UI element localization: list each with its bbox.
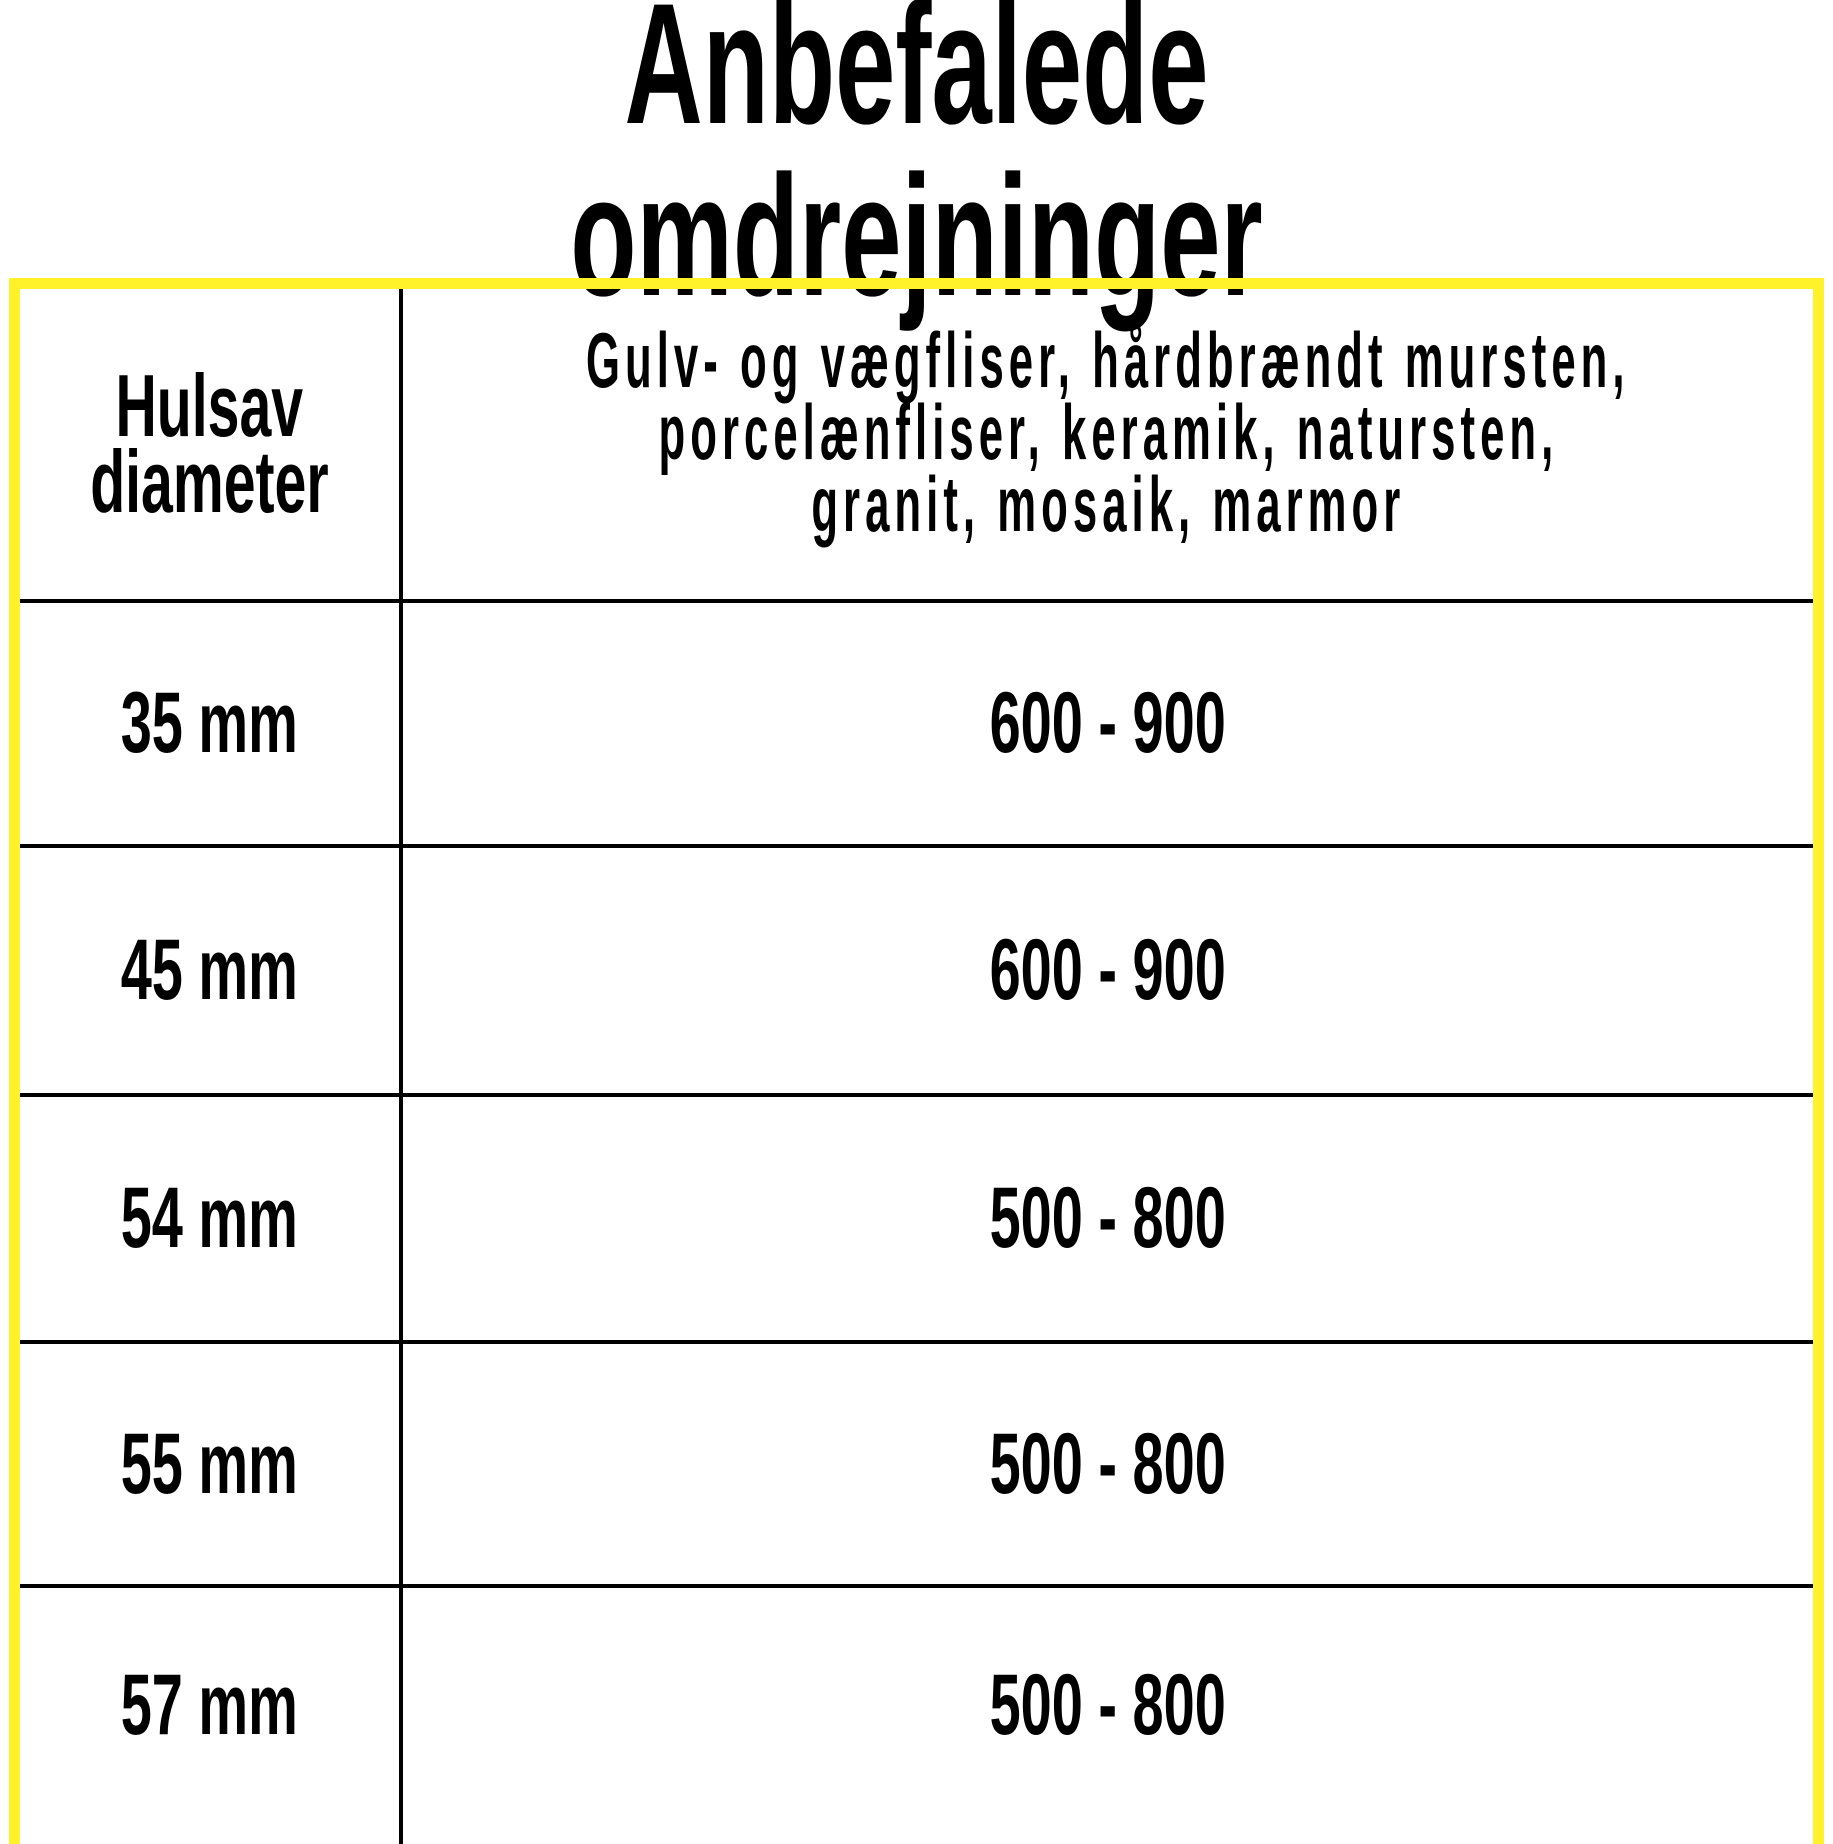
table-row-2-rpm: 600 - 900 [989,922,1227,1018]
row-divider [20,1093,1813,1097]
row-divider [20,599,1813,603]
table-row-1-diameter: 35 mm [120,675,299,771]
table-row-5-rpm: 500 - 800 [989,1656,1227,1753]
row-divider [20,1584,1813,1588]
row-divider [20,844,1813,848]
rpm-table: Hulsav diameter Gulv- og vægfliser, hård… [9,278,1824,1844]
column-divider [399,289,403,1844]
table-row-2-diameter: 45 mm [120,922,299,1018]
table-row-4-rpm: 500 - 800 [989,1415,1227,1512]
header-material: Gulv- og vægfliser, hårdbrændt mursten, … [586,316,1630,548]
table-row-4-diameter: 55 mm [120,1415,299,1512]
page-title: Anbefalede omdrejninger [570,0,1263,332]
row-divider [20,1340,1813,1344]
table-row-3-rpm: 500 - 800 [989,1170,1227,1266]
header-diameter: Hulsav diameter [90,356,329,531]
table-row-5-diameter: 57 mm [120,1656,299,1753]
table-row-3-diameter: 54 mm [120,1170,299,1266]
table-row-1-rpm: 600 - 900 [989,675,1227,771]
